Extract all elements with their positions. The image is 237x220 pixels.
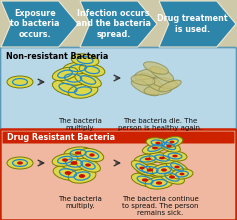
Ellipse shape [64,147,92,159]
Ellipse shape [62,158,68,162]
Text: The bacteria continue
to spread. The person
remains sick.: The bacteria continue to spread. The per… [122,196,198,216]
Ellipse shape [159,157,165,159]
Ellipse shape [71,161,77,165]
Ellipse shape [151,164,177,176]
Polygon shape [1,1,78,47]
Ellipse shape [152,147,158,149]
Ellipse shape [52,67,78,81]
Ellipse shape [163,151,187,161]
Ellipse shape [68,169,96,183]
Ellipse shape [80,148,104,161]
Ellipse shape [169,141,174,143]
Ellipse shape [58,71,88,85]
Ellipse shape [156,181,162,185]
Ellipse shape [79,64,105,76]
Ellipse shape [136,164,164,176]
Ellipse shape [159,80,181,92]
Ellipse shape [139,167,145,169]
Ellipse shape [131,161,153,175]
Ellipse shape [161,168,167,172]
Ellipse shape [155,142,161,144]
Ellipse shape [76,158,100,172]
Ellipse shape [7,76,33,88]
Ellipse shape [166,160,188,174]
Ellipse shape [152,78,178,88]
Ellipse shape [160,170,184,184]
Ellipse shape [171,169,193,179]
Ellipse shape [52,154,78,166]
Ellipse shape [7,157,33,169]
Ellipse shape [142,142,168,154]
Ellipse shape [65,171,71,175]
Ellipse shape [172,155,178,157]
Ellipse shape [174,166,180,168]
Ellipse shape [131,80,159,96]
Ellipse shape [75,73,101,87]
Ellipse shape [63,62,93,74]
Ellipse shape [79,174,85,178]
FancyBboxPatch shape [3,132,234,143]
Text: Infection occurs
and the bacteria
spread.: Infection occurs and the bacteria spread… [76,9,151,39]
Ellipse shape [134,68,162,80]
Ellipse shape [131,75,155,85]
Ellipse shape [89,153,95,157]
Ellipse shape [71,54,99,66]
FancyBboxPatch shape [0,130,237,220]
Text: Non-resistant Bacteria: Non-resistant Bacteria [6,52,108,61]
Ellipse shape [150,66,174,82]
Ellipse shape [149,153,175,163]
Ellipse shape [145,177,173,189]
Text: The bacteria
multiply.: The bacteria multiply. [58,118,102,131]
Ellipse shape [144,62,169,74]
Ellipse shape [17,161,23,165]
Ellipse shape [59,156,89,170]
Polygon shape [159,1,236,47]
Text: Exposure
to bacteria
occurs.: Exposure to bacteria occurs. [10,9,59,39]
Ellipse shape [140,73,164,91]
Ellipse shape [85,163,91,167]
Text: The bacteria
multiply.: The bacteria multiply. [58,196,102,209]
Ellipse shape [142,178,148,182]
Text: The bacteria die. The
person is healthy again.: The bacteria die. The person is healthy … [118,118,202,131]
Ellipse shape [131,173,159,187]
Ellipse shape [158,140,180,152]
FancyBboxPatch shape [0,48,237,132]
Text: Drug treatment
is used.: Drug treatment is used. [157,14,228,34]
Text: Drug Resistant Bacteria: Drug Resistant Bacteria [7,134,115,143]
Ellipse shape [146,138,170,148]
Ellipse shape [166,145,172,147]
Polygon shape [80,1,157,47]
Ellipse shape [161,137,183,147]
Ellipse shape [75,151,81,155]
Ellipse shape [144,85,172,95]
Ellipse shape [134,154,162,164]
Ellipse shape [145,158,151,160]
Ellipse shape [52,80,84,96]
Ellipse shape [179,173,184,175]
Ellipse shape [147,168,153,172]
Ellipse shape [169,175,175,179]
Ellipse shape [68,84,98,98]
Ellipse shape [53,166,83,180]
